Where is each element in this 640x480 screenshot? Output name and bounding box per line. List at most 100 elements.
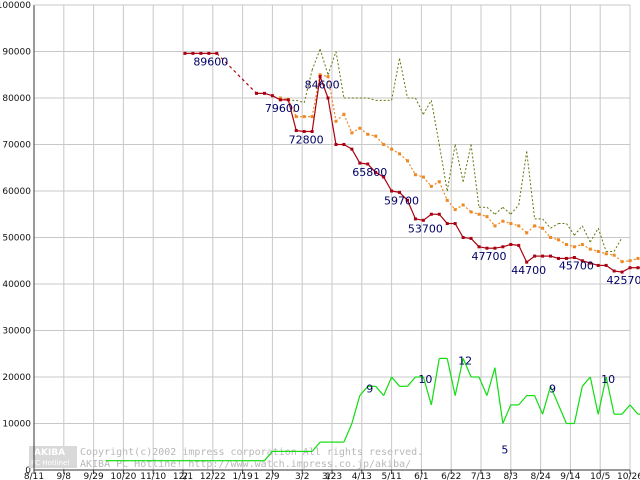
average-point (334, 119, 338, 123)
low-point (262, 91, 266, 95)
low-point (302, 129, 306, 133)
watermark: AKIBA PC Hotline! Copyright(c)2002 impre… (29, 446, 423, 470)
shop_count-segment (549, 386, 560, 406)
average-point (612, 253, 616, 257)
x-tick-label: 10/26 (617, 472, 640, 480)
average-point (429, 184, 433, 188)
average-point (541, 226, 545, 230)
average-point (326, 75, 330, 79)
shop_count-segment (542, 386, 552, 415)
low-point (382, 175, 386, 179)
low-point (318, 75, 322, 79)
shop_count-segment (534, 395, 544, 415)
average-point (572, 245, 576, 249)
low-point (501, 245, 505, 249)
low-point (572, 255, 576, 259)
low-point (469, 236, 473, 240)
low-point (421, 218, 425, 222)
shop_count-segment (430, 358, 440, 406)
price-data-label: 65800 (352, 166, 387, 179)
average-point (366, 132, 370, 136)
shop_count-segment (494, 367, 504, 424)
x-tick-label: 12/22 (200, 472, 226, 480)
average-point (405, 159, 409, 163)
x-tick-label: 6/1 (414, 472, 428, 480)
count-data-label: 12 (458, 354, 472, 367)
average-point (294, 115, 298, 119)
low-point (374, 170, 378, 174)
count-data-label: 10 (601, 373, 615, 386)
high-segment (470, 144, 480, 208)
y-tick-label: 30000 (2, 327, 31, 337)
average-point (564, 242, 568, 246)
count-start-marker: 1 (254, 472, 260, 480)
average-point (398, 152, 402, 156)
average-segment (327, 76, 337, 122)
average-point (278, 96, 282, 100)
high-segment (391, 58, 401, 101)
low-point (358, 161, 362, 165)
average-segment (406, 160, 416, 176)
low-point (461, 236, 465, 239)
average-point (525, 231, 529, 235)
average-point (453, 208, 457, 212)
shop_count-segment (391, 376, 401, 387)
low-segment (454, 223, 464, 238)
high-segment (581, 225, 591, 243)
average-point (437, 180, 441, 184)
low-point (191, 51, 195, 55)
low-point (485, 246, 489, 250)
price-data-label: 79600 (265, 102, 300, 115)
low-segment (311, 76, 321, 132)
count-data-label: 5 (501, 444, 508, 457)
y-axis-ticks: 0 10000 20000 30000 40000 50000 60000 70000 8000… (0, 1, 31, 476)
y-tick-label: 20000 (2, 373, 31, 383)
average-point (628, 259, 632, 263)
x-axis-ticks: 8/11 9/8 9/29 10/20 11/10 12/1 12/22 1/19 2/9 3/2… (24, 470, 640, 480)
low-point (604, 263, 608, 267)
low-point (628, 266, 632, 270)
shop_count-segment (454, 358, 464, 396)
low-segment (438, 213, 448, 224)
data-labels-layer: 89600 79600 72800 84600 65800 59700 53700 47700… (182, 55, 640, 480)
shop_count-segment (462, 358, 472, 378)
copyright-text: Copyright(c)2002 impress corporation All… (80, 447, 423, 458)
average-segment (287, 99, 297, 117)
price-data-label: 45700 (559, 259, 594, 272)
high-segment (486, 206, 496, 215)
average-point (358, 126, 362, 130)
low-point (509, 242, 513, 246)
average-point (302, 115, 306, 119)
count-start-marker: 1 (325, 472, 331, 480)
price-data-label: 47700 (471, 250, 506, 263)
low-point (588, 261, 592, 265)
x-tick-label: 8/11 (24, 472, 44, 480)
average-point (485, 215, 489, 219)
low-segment (518, 245, 528, 263)
low-segment (287, 99, 297, 131)
x-tick-label: 12/1 (173, 472, 193, 480)
akiba-logo-subtext: PC Hotline! (31, 459, 70, 467)
shop_count-segment (263, 451, 273, 462)
low-point (405, 198, 409, 202)
high-segment (518, 151, 528, 206)
y-tick-label: 50000 (2, 234, 31, 244)
x-tick-label: 1/19 (232, 472, 252, 480)
y-tick-label: 80000 (2, 94, 31, 104)
x-tick-label: 8/3 (504, 472, 518, 480)
price-data-label: 53700 (408, 222, 443, 235)
high-segment (399, 58, 408, 99)
low-point (255, 91, 259, 95)
low-point (310, 129, 314, 133)
high-segment (550, 223, 559, 229)
low-point (620, 270, 624, 274)
low-point (398, 190, 402, 194)
low-point (541, 254, 545, 258)
low-point (556, 256, 560, 260)
count-data-label: 9 (366, 382, 373, 395)
high-segment (414, 97, 424, 115)
y-tick-label: 60000 (2, 187, 31, 197)
low-point (350, 147, 354, 151)
y-tick-label: 90000 (2, 48, 31, 58)
